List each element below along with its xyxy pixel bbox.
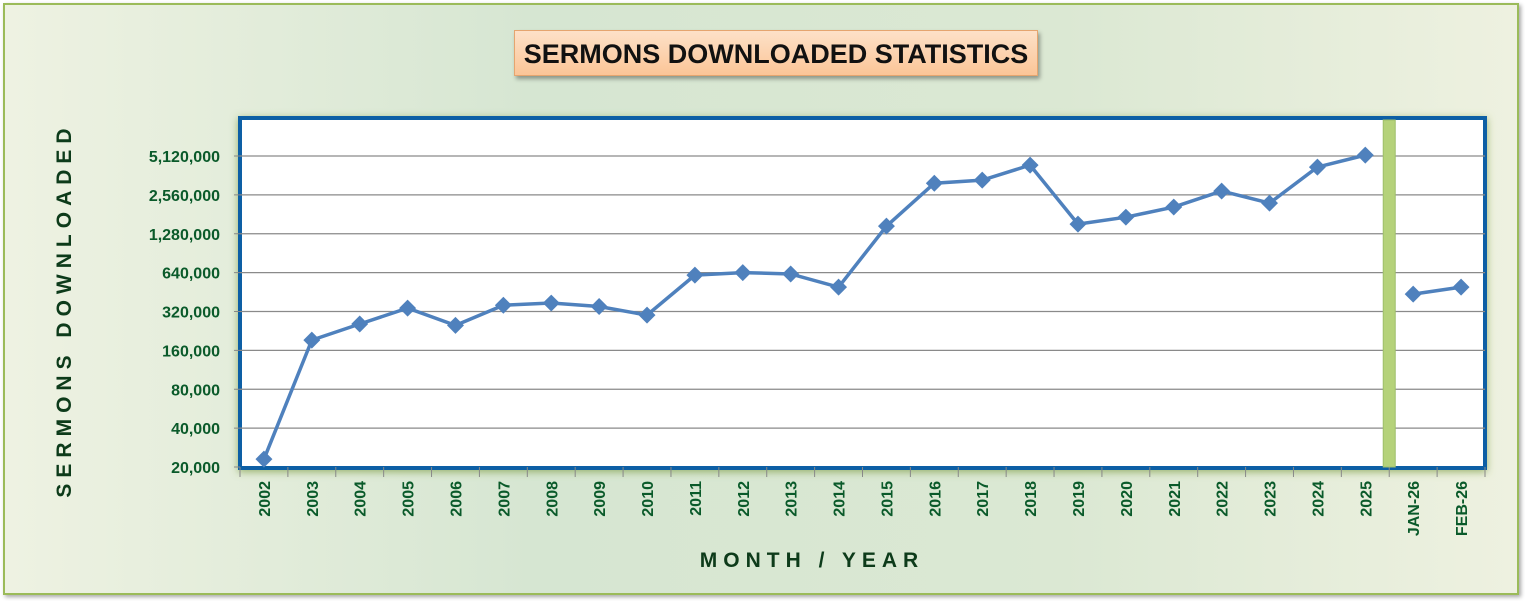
- x-tick-label: 2007: [496, 481, 513, 517]
- data-point-marker: [542, 294, 560, 312]
- data-point-marker: [686, 266, 704, 284]
- x-tick-label: 2011: [688, 481, 705, 516]
- x-tick-label: 2008: [544, 481, 561, 517]
- x-tick-label: 2015: [879, 481, 896, 517]
- data-point-marker: [446, 316, 464, 334]
- y-tick-label: 1,280,000: [149, 227, 220, 244]
- x-axis-label: MONTH / YEAR: [699, 549, 925, 572]
- series-line-yearly: [262, 153, 1366, 460]
- data-point-marker: [925, 174, 943, 192]
- x-tick-label: FEB-26: [1454, 481, 1471, 536]
- x-tick-label: 2020: [1119, 481, 1136, 517]
- y-tick-label: 40,000: [171, 421, 220, 438]
- x-tick-label: 2019: [1071, 481, 1088, 517]
- x-tick-label: 2003: [305, 481, 322, 517]
- x-tick-label: 2016: [927, 481, 944, 517]
- x-tick-label: 2013: [784, 481, 801, 517]
- x-tick-label: 2017: [975, 481, 992, 517]
- data-point-marker: [399, 299, 417, 317]
- x-tick-label: 2002: [257, 481, 274, 517]
- y-tick-label: 2,560,000: [149, 188, 220, 205]
- x-tick-label: 2018: [1023, 481, 1040, 517]
- data-point-marker: [973, 171, 991, 189]
- x-tick-label: 2024: [1310, 481, 1327, 517]
- x-tick-label: 2009: [592, 481, 609, 517]
- y-tick-label: 160,000: [162, 343, 220, 360]
- y-tick-label: 20,000: [171, 460, 220, 477]
- y-tick-label: 80,000: [171, 382, 220, 399]
- x-tick-label: 2021: [1167, 481, 1184, 517]
- data-point-marker: [638, 306, 656, 324]
- data-point-marker: [782, 265, 800, 283]
- data-point-marker: [494, 296, 512, 314]
- data-point-marker: [303, 331, 321, 349]
- x-tick-label: 2006: [448, 481, 465, 517]
- data-point-marker: [877, 217, 895, 235]
- period-separator-bar: [1382, 119, 1396, 468]
- chart-title: SERMONS DOWNLOADED STATISTICS: [514, 30, 1038, 76]
- data-point-marker: [351, 315, 369, 333]
- x-tick-label: 2004: [353, 481, 370, 517]
- x-tick-label: 2014: [832, 481, 849, 517]
- y-tick-label: 320,000: [162, 305, 220, 322]
- x-tick-label: JAN-26: [1406, 481, 1423, 536]
- x-tick-label: 2022: [1215, 481, 1232, 517]
- data-point-marker: [734, 264, 752, 282]
- series-line-monthly: [1412, 285, 1462, 296]
- data-point-marker: [590, 297, 608, 315]
- y-tick-label: 640,000: [162, 266, 220, 283]
- data-point-marker: [830, 278, 848, 296]
- x-tick-label: 2012: [736, 481, 753, 517]
- plot-area: [238, 116, 1487, 470]
- x-tick-label: 2005: [401, 481, 418, 517]
- x-tick-label: 2025: [1358, 481, 1375, 517]
- y-tick-label: 5,120,000: [149, 149, 220, 166]
- x-tick-label: 2023: [1263, 481, 1280, 517]
- data-point-marker: [255, 450, 273, 468]
- x-tick-label: 2010: [640, 481, 657, 517]
